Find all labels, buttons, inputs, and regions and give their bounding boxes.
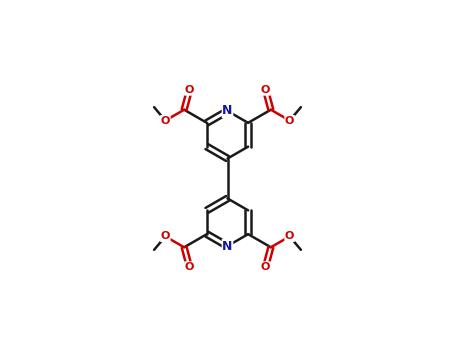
Text: O: O bbox=[185, 262, 194, 272]
Text: O: O bbox=[185, 85, 194, 95]
Text: O: O bbox=[161, 231, 170, 242]
Text: N: N bbox=[222, 104, 233, 118]
Text: O: O bbox=[261, 262, 270, 272]
Text: N: N bbox=[222, 239, 233, 253]
Text: O: O bbox=[285, 231, 294, 242]
Text: O: O bbox=[161, 116, 170, 126]
Text: O: O bbox=[261, 85, 270, 95]
Text: O: O bbox=[285, 116, 294, 126]
